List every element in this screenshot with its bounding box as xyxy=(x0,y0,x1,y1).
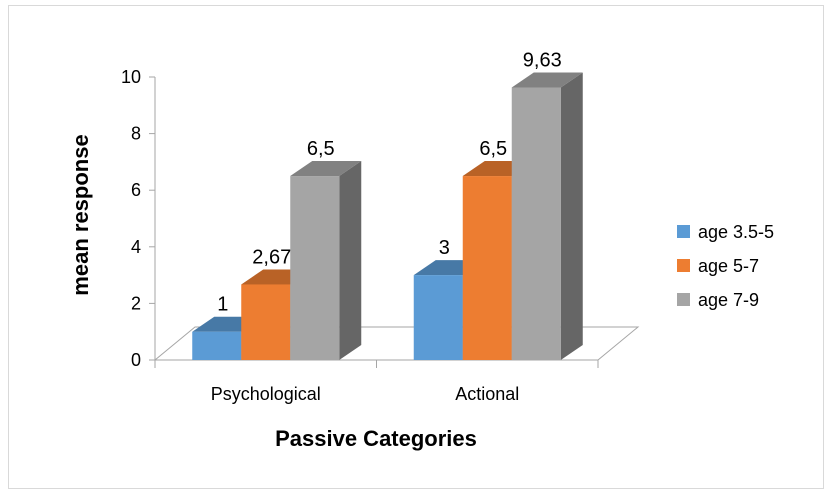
y-tick-label: 2 xyxy=(131,293,141,313)
y-tick-label: 8 xyxy=(131,124,141,144)
y-axis-title: mean response xyxy=(68,134,93,295)
y-tick-label: 0 xyxy=(131,350,141,370)
data-label: 3 xyxy=(439,237,450,259)
bar-front-face xyxy=(462,176,512,360)
y-tick-label: 6 xyxy=(131,180,141,200)
chart-border xyxy=(8,5,824,489)
bar xyxy=(290,161,362,360)
bar xyxy=(511,72,583,360)
legend-item: age 7-9 xyxy=(677,290,759,310)
legend-swatch xyxy=(677,293,690,306)
legend-label: age 5-7 xyxy=(698,256,759,276)
bar-side-face xyxy=(339,161,362,360)
data-label: 6,5 xyxy=(307,138,335,160)
data-label: 9,63 xyxy=(523,49,562,71)
bar-top-face xyxy=(290,161,362,177)
data-label: 1 xyxy=(217,294,228,316)
legend-swatch xyxy=(677,225,690,238)
x-axis-title: Passive Categories xyxy=(275,426,477,451)
legend: age 3.5-5 age 5-7 age 7-9 xyxy=(677,222,774,310)
y-tick-label: 10 xyxy=(121,67,141,87)
category-label: Psychological xyxy=(211,384,321,404)
legend-swatch xyxy=(677,259,690,272)
bar-front-face xyxy=(192,331,242,360)
bar-front-face xyxy=(290,176,340,360)
legend-label: age 3.5-5 xyxy=(698,222,774,242)
data-label: 2,67 xyxy=(252,246,291,268)
bar-front-face xyxy=(511,87,561,360)
bar-top-face xyxy=(511,72,583,88)
legend-label: age 7-9 xyxy=(698,290,759,310)
legend-item: age 3.5-5 xyxy=(677,222,774,242)
category-label: Actional xyxy=(455,384,519,404)
bar-side-face xyxy=(560,72,583,360)
y-tick-label: 4 xyxy=(131,237,141,257)
legend-item: age 5-7 xyxy=(677,256,759,276)
data-label: 6,5 xyxy=(479,138,507,160)
bar-front-face xyxy=(241,284,291,360)
bar-front-face xyxy=(413,275,463,360)
